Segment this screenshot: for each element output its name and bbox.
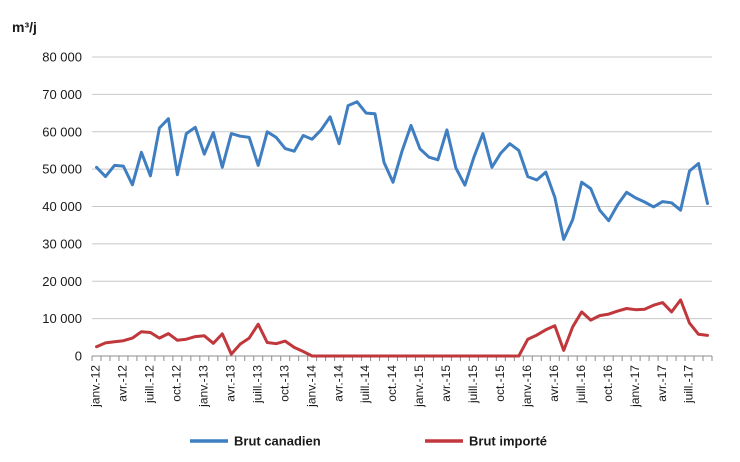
legend: Brut canadien Brut importé: [190, 434, 547, 449]
y-tick-label: 40 000: [42, 199, 82, 214]
x-tick-label: juill.-12: [143, 365, 157, 404]
series-line-brut-canadien: [95, 100, 709, 241]
x-tick-label: oct.-14: [385, 365, 399, 402]
y-axis-ticks: 0 10 000 20 000 30 000 40 000 50 000 60 000 70 …: [42, 50, 82, 364]
x-tick-label: juill.-13: [250, 365, 264, 404]
x-tick-label: janv.-16: [520, 365, 534, 408]
x-tick-label: janv.-13: [196, 365, 210, 408]
y-tick-label: 80 000: [42, 50, 82, 65]
x-tick-label: avr.-12: [116, 365, 130, 402]
x-tick-label: oct.-13: [277, 365, 291, 402]
legend-label: Brut canadien: [234, 434, 321, 449]
x-tick-label: avr.-17: [655, 365, 669, 402]
x-tick-label: juill.-16: [574, 365, 588, 404]
x-axis-ticks: janv.-12 avr.-12 juill.-12 oct.-12 janv.-13 a…: [89, 356, 713, 408]
x-tick-label: oct.-12: [170, 365, 184, 402]
series-lines: [95, 100, 709, 358]
x-tick-label: juill.-14: [358, 365, 372, 404]
x-tick-label: janv.-14: [304, 365, 318, 408]
y-axis-unit-label: m³/j: [12, 19, 37, 35]
x-tick-label: janv.-12: [89, 365, 103, 408]
x-tick-label: avr.-14: [331, 365, 345, 402]
x-tick-label: avr.-16: [547, 365, 561, 402]
y-tick-label: 10 000: [42, 311, 82, 326]
y-tick-label: 60 000: [42, 124, 82, 139]
y-tick-label: 20 000: [42, 274, 82, 289]
x-tick-label: avr.-15: [439, 365, 453, 402]
y-tick-label: 50 000: [42, 162, 82, 177]
gridlines: [92, 56, 712, 320]
x-tick-label: janv.-15: [412, 365, 426, 408]
x-tick-label: juill.-15: [466, 365, 480, 404]
x-tick-label: juill.-17: [682, 365, 696, 404]
x-tick-label: oct.-15: [493, 365, 507, 402]
x-tick-label: janv.-17: [628, 365, 642, 408]
x-tick-label: oct.-16: [601, 365, 615, 402]
y-tick-label: 0: [75, 349, 82, 364]
x-tick-label: avr.-13: [223, 365, 237, 402]
legend-label: Brut importé: [469, 434, 547, 449]
y-tick-label: 70 000: [42, 87, 82, 102]
y-tick-label: 30 000: [42, 236, 82, 251]
series-line-brut-importe: [95, 298, 709, 358]
